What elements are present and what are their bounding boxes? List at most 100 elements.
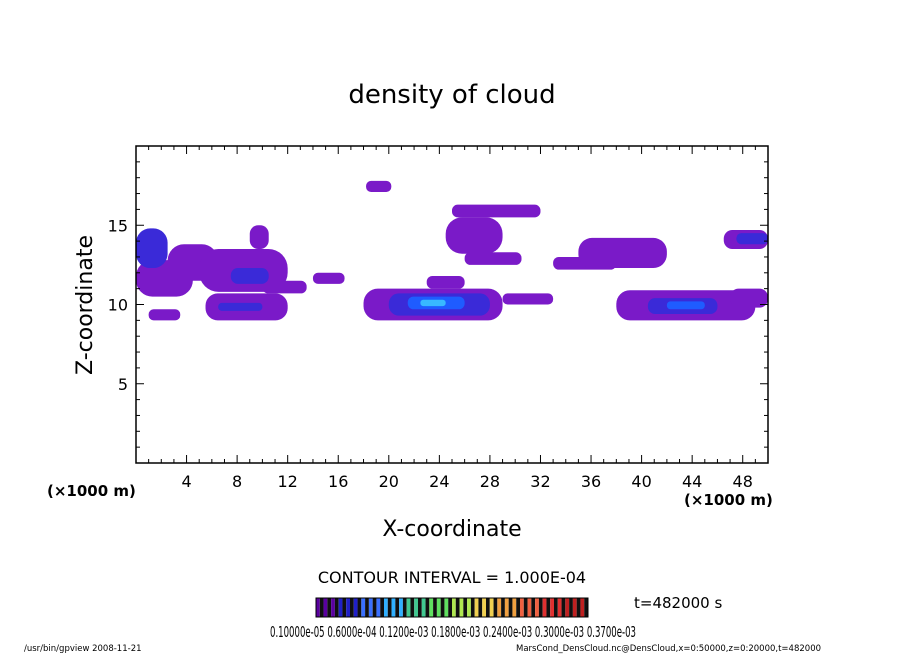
colorbar-cell bbox=[452, 598, 456, 617]
colorbar-cell bbox=[561, 598, 566, 617]
cloud-region bbox=[464, 252, 522, 265]
colorbar-cell bbox=[482, 598, 486, 617]
colorbar-cell bbox=[410, 598, 415, 617]
cloud-region bbox=[452, 204, 541, 218]
colorbar-cell bbox=[504, 598, 509, 617]
colorbar-cell bbox=[538, 598, 543, 617]
colorbar-cell bbox=[474, 598, 479, 617]
colorbar-cell bbox=[425, 598, 430, 617]
x-tick-label: 44 bbox=[682, 472, 702, 491]
footer-program: /usr/bin/gpview 2008-11-21 bbox=[24, 644, 142, 654]
colorbar-cell bbox=[497, 598, 502, 617]
colorbar-cell bbox=[414, 598, 418, 617]
colorbar-cell bbox=[523, 598, 528, 617]
colorbar-cell bbox=[531, 598, 536, 617]
colorbar-cell bbox=[576, 598, 581, 617]
y-axis-unit: (×1000 m) bbox=[47, 482, 136, 500]
colorbar-cell bbox=[384, 598, 388, 617]
y-tick-labels: 5 10 15 bbox=[108, 216, 128, 394]
colorbar-cell bbox=[440, 598, 445, 617]
colorbar-cell bbox=[346, 598, 350, 617]
colorbar bbox=[316, 598, 588, 617]
colorbar-cell bbox=[395, 598, 400, 617]
colorbar-cell bbox=[554, 598, 558, 617]
x-tick-label: 40 bbox=[631, 472, 651, 491]
x-tick-label: 20 bbox=[379, 472, 399, 491]
colorbar-cell bbox=[459, 598, 464, 617]
x-tick-label: 48 bbox=[733, 472, 753, 491]
colorbar-cell bbox=[433, 598, 437, 617]
x-tick-label: 12 bbox=[278, 472, 298, 491]
cloud-density-regions bbox=[136, 180, 768, 321]
colorbar-cell bbox=[467, 598, 471, 617]
colorbar-cell bbox=[380, 598, 384, 617]
colorbar-cell bbox=[350, 598, 354, 617]
cloud-region bbox=[730, 288, 768, 308]
cloud-region bbox=[249, 225, 269, 250]
colorbar-cell bbox=[557, 598, 562, 617]
colorbar-cell bbox=[584, 598, 588, 617]
colorbar-cell bbox=[493, 598, 498, 617]
colorbar-cell bbox=[448, 598, 452, 617]
colorbar-cell bbox=[501, 598, 505, 617]
colorbar-cell bbox=[319, 598, 324, 617]
colorbar-cell bbox=[572, 598, 577, 617]
colorbar-cell bbox=[569, 598, 573, 617]
colorbar-cell bbox=[516, 598, 520, 617]
y-tick-label: 10 bbox=[108, 296, 128, 315]
colorbar-cell bbox=[353, 598, 358, 617]
chart-title: density of cloud bbox=[348, 80, 555, 110]
colorbar-cell bbox=[512, 598, 517, 617]
colorbar-cell bbox=[470, 598, 475, 617]
cloud-region bbox=[445, 217, 503, 254]
time-label: t=482000 s bbox=[634, 594, 722, 612]
colorbar-cell bbox=[372, 598, 377, 617]
colorbar-cell bbox=[402, 598, 407, 617]
cloud-region bbox=[230, 268, 269, 284]
colorbar-cell bbox=[365, 598, 369, 617]
colorbar-cell bbox=[580, 598, 585, 617]
y-axis-label: Z-coordinate bbox=[73, 235, 98, 375]
cloud-region bbox=[666, 301, 705, 310]
colorbar-cell bbox=[546, 598, 551, 617]
cloud-region bbox=[736, 233, 768, 245]
colorbar-cell bbox=[399, 598, 403, 617]
cloud-region bbox=[426, 275, 465, 289]
x-axis-label: X-coordinate bbox=[382, 517, 521, 542]
colorbar-cell bbox=[436, 598, 441, 617]
y-tick-label: 15 bbox=[108, 216, 128, 235]
cloud-region bbox=[136, 228, 168, 269]
x-tick-label: 16 bbox=[328, 472, 348, 491]
colorbar-cell bbox=[387, 598, 392, 617]
contour-interval-label: CONTOUR INTERVAL = 1.000E-04 bbox=[318, 568, 586, 587]
axis-ticks bbox=[136, 146, 768, 463]
y-tick-label: 5 bbox=[118, 375, 128, 394]
cloud-region bbox=[218, 302, 263, 311]
colorbar-cell bbox=[376, 598, 381, 617]
colorbar-cell bbox=[429, 598, 434, 617]
x-tick-label: 4 bbox=[181, 472, 191, 491]
colorbar-cell bbox=[486, 598, 490, 617]
cloud-region bbox=[312, 272, 345, 284]
colorbar-cell bbox=[323, 598, 328, 617]
colorbar-cell bbox=[327, 598, 332, 617]
colorbar-cell bbox=[368, 598, 373, 617]
colorbar-cell bbox=[550, 598, 554, 617]
colorbar-cell bbox=[338, 598, 343, 617]
colorbar-cell bbox=[334, 598, 339, 617]
x-tick-labels: 4 8 12 16 20 24 28 32 36 40 44 48 bbox=[181, 472, 752, 491]
colorbar-cell bbox=[357, 598, 362, 617]
colorbar-cell bbox=[418, 598, 422, 617]
colorbar-cell bbox=[478, 598, 483, 617]
cloud-region bbox=[366, 180, 392, 192]
colorbar-cell bbox=[565, 598, 570, 617]
colorbar-cell bbox=[520, 598, 524, 617]
cloud-region bbox=[420, 299, 446, 307]
colorbar-cell bbox=[444, 598, 449, 617]
colorbar-cell bbox=[361, 598, 366, 617]
colorbar-cell bbox=[331, 598, 335, 617]
cloud-region bbox=[262, 280, 307, 294]
x-axis-unit: (×1000 m) bbox=[684, 491, 773, 509]
colorbar-cell bbox=[542, 598, 547, 617]
